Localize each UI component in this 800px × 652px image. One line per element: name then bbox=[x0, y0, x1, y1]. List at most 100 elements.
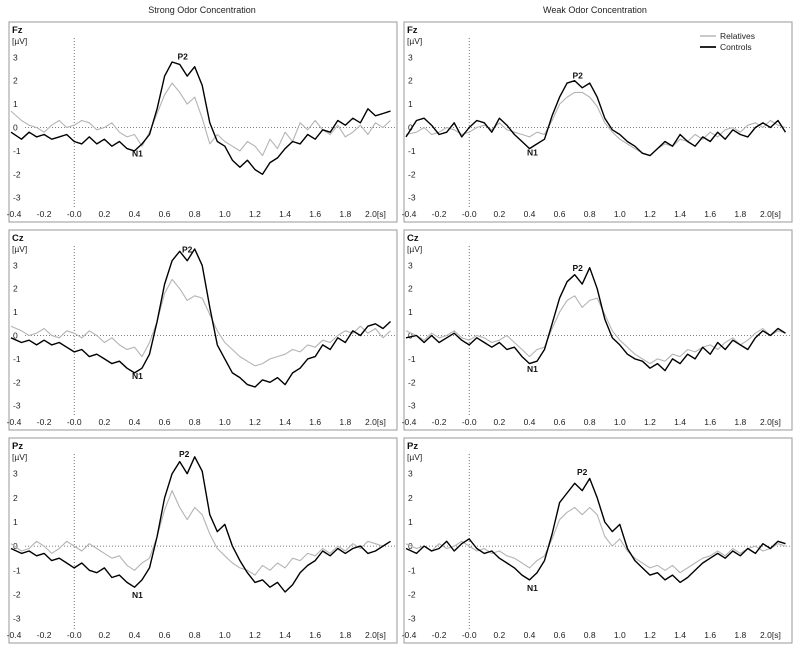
x-tick-label: 1.0 bbox=[614, 417, 626, 427]
x-tick-label: 0.4 bbox=[129, 630, 141, 640]
electrode-label: Fz bbox=[12, 25, 23, 36]
x-tick-label: -0.2 bbox=[37, 630, 52, 640]
erp-panel-cz-strong: Cz[µV] 3 2 1 0 -1 -2 -3 -0.4 -0.2 -0.0 0.2 0.4 0.6 0.8… bbox=[7, 229, 398, 431]
peak-label-n1: N1 bbox=[132, 149, 143, 159]
peak-label-n1: N1 bbox=[527, 364, 538, 374]
x-tick-label: 1.6 bbox=[704, 417, 716, 427]
x-tick-label: 1.2 bbox=[644, 417, 656, 427]
x-tick-label: 1.2 bbox=[644, 630, 656, 640]
x-tick-label: -0.0 bbox=[462, 209, 477, 219]
x-tick-label: 2.0[s] bbox=[365, 630, 386, 640]
y-tick-label: 3 bbox=[13, 260, 18, 270]
series-line-relatives bbox=[10, 490, 391, 576]
y-tick-label: -2 bbox=[408, 169, 416, 179]
peak-label-n1: N1 bbox=[527, 148, 538, 158]
y-tick-label: -1 bbox=[408, 146, 416, 156]
panel-frame bbox=[403, 229, 793, 431]
x-tick-label: 1.0 bbox=[219, 209, 231, 219]
x-tick-label: 1.0 bbox=[614, 209, 626, 219]
column-title-weak: Weak Odor Concentration bbox=[543, 5, 647, 15]
x-tick-label: -0.4 bbox=[7, 630, 22, 640]
x-tick-label: 1.4 bbox=[279, 630, 291, 640]
x-tick-label: 1.8 bbox=[734, 417, 746, 427]
y-tick-label: -3 bbox=[13, 401, 21, 411]
y-tick-label: 0 bbox=[408, 123, 413, 133]
x-tick-label: 1.6 bbox=[704, 209, 716, 219]
x-tick-label: 1.0 bbox=[219, 417, 231, 427]
y-tick-label: 1 bbox=[13, 99, 18, 109]
x-tick-label: 0.4 bbox=[129, 209, 141, 219]
erp-panel-fz-weak: Fz[µV] 3 2 1 0 -1 -2 -3 -0.4 -0.2 -0.0 0.2 0.4 0.6 0.8… bbox=[402, 21, 793, 223]
x-tick-label: 0.6 bbox=[159, 209, 171, 219]
x-tick-label: 0.6 bbox=[554, 630, 566, 640]
y-tick-label: 2 bbox=[13, 493, 18, 503]
legend-label: Relatives bbox=[720, 31, 755, 41]
y-tick-label: -2 bbox=[13, 377, 21, 387]
x-tick-label: -0.2 bbox=[432, 417, 447, 427]
y-tick-label: -2 bbox=[13, 169, 21, 179]
x-tick-label: 1.2 bbox=[249, 630, 261, 640]
panel-frame bbox=[403, 437, 793, 644]
peak-label-p2: P2 bbox=[179, 449, 190, 459]
x-tick-label: 0.4 bbox=[524, 209, 536, 219]
peak-label-n1: N1 bbox=[527, 583, 538, 593]
electrode-label: Pz bbox=[12, 441, 23, 452]
peak-label-n1: N1 bbox=[132, 590, 143, 600]
peak-label-p2: P2 bbox=[572, 70, 583, 80]
series-line-controls bbox=[10, 61, 391, 176]
x-tick-label: -0.4 bbox=[7, 209, 22, 219]
panel-frame bbox=[403, 21, 793, 223]
x-tick-label: 0.2 bbox=[493, 417, 505, 427]
series-line-relatives bbox=[405, 506, 786, 574]
y-tick-label: 1 bbox=[408, 99, 413, 109]
x-tick-label: 1.8 bbox=[339, 417, 351, 427]
y-tick-label: -2 bbox=[408, 589, 416, 599]
y-tick-label: 3 bbox=[13, 469, 18, 479]
series-line-relatives bbox=[405, 91, 786, 157]
y-tick-label: 2 bbox=[13, 284, 18, 294]
y-tick-label: 2 bbox=[408, 76, 413, 86]
series-line-controls bbox=[405, 267, 786, 372]
x-tick-label: -0.0 bbox=[67, 630, 82, 640]
electrode-label: Fz bbox=[407, 25, 418, 36]
unit-label: [µV] bbox=[12, 244, 27, 254]
x-tick-label: 2.0[s] bbox=[760, 209, 781, 219]
y-tick-label: -2 bbox=[408, 377, 416, 387]
x-tick-label: 1.2 bbox=[249, 417, 261, 427]
x-tick-label: -0.4 bbox=[402, 209, 417, 219]
peak-label-p2: P2 bbox=[177, 52, 188, 62]
series-line-controls bbox=[10, 456, 391, 593]
x-tick-label: -0.2 bbox=[432, 630, 447, 640]
x-tick-label: 0.2 bbox=[98, 630, 110, 640]
y-tick-label: -1 bbox=[13, 354, 21, 364]
x-tick-label: 0.4 bbox=[524, 630, 536, 640]
peak-label-p2: P2 bbox=[572, 263, 583, 273]
y-tick-label: -3 bbox=[408, 193, 416, 203]
x-tick-label: 0.8 bbox=[189, 417, 201, 427]
x-tick-label: -0.0 bbox=[462, 417, 477, 427]
y-tick-label: 2 bbox=[408, 493, 413, 503]
y-tick-label: 1 bbox=[408, 307, 413, 317]
y-tick-label: -1 bbox=[13, 565, 21, 575]
y-tick-label: 0 bbox=[408, 331, 413, 341]
x-tick-label: -0.0 bbox=[462, 630, 477, 640]
x-tick-label: 2.0[s] bbox=[760, 417, 781, 427]
y-tick-label: -3 bbox=[13, 193, 21, 203]
x-tick-label: -0.0 bbox=[67, 417, 82, 427]
x-tick-label: -0.2 bbox=[37, 417, 52, 427]
x-tick-label: 1.2 bbox=[249, 209, 261, 219]
x-tick-label: 0.6 bbox=[159, 417, 171, 427]
x-tick-label: -0.4 bbox=[402, 417, 417, 427]
series-line-relatives bbox=[405, 295, 786, 365]
x-tick-label: 0.4 bbox=[129, 417, 141, 427]
y-tick-label: 3 bbox=[408, 469, 413, 479]
peak-label-n1: N1 bbox=[132, 371, 143, 381]
x-tick-label: 0.4 bbox=[524, 417, 536, 427]
x-tick-label: 2.0[s] bbox=[365, 209, 386, 219]
series-line-relatives bbox=[10, 278, 391, 367]
x-tick-label: 1.8 bbox=[339, 209, 351, 219]
y-tick-label: -1 bbox=[13, 146, 21, 156]
x-tick-label: 0.8 bbox=[189, 209, 201, 219]
